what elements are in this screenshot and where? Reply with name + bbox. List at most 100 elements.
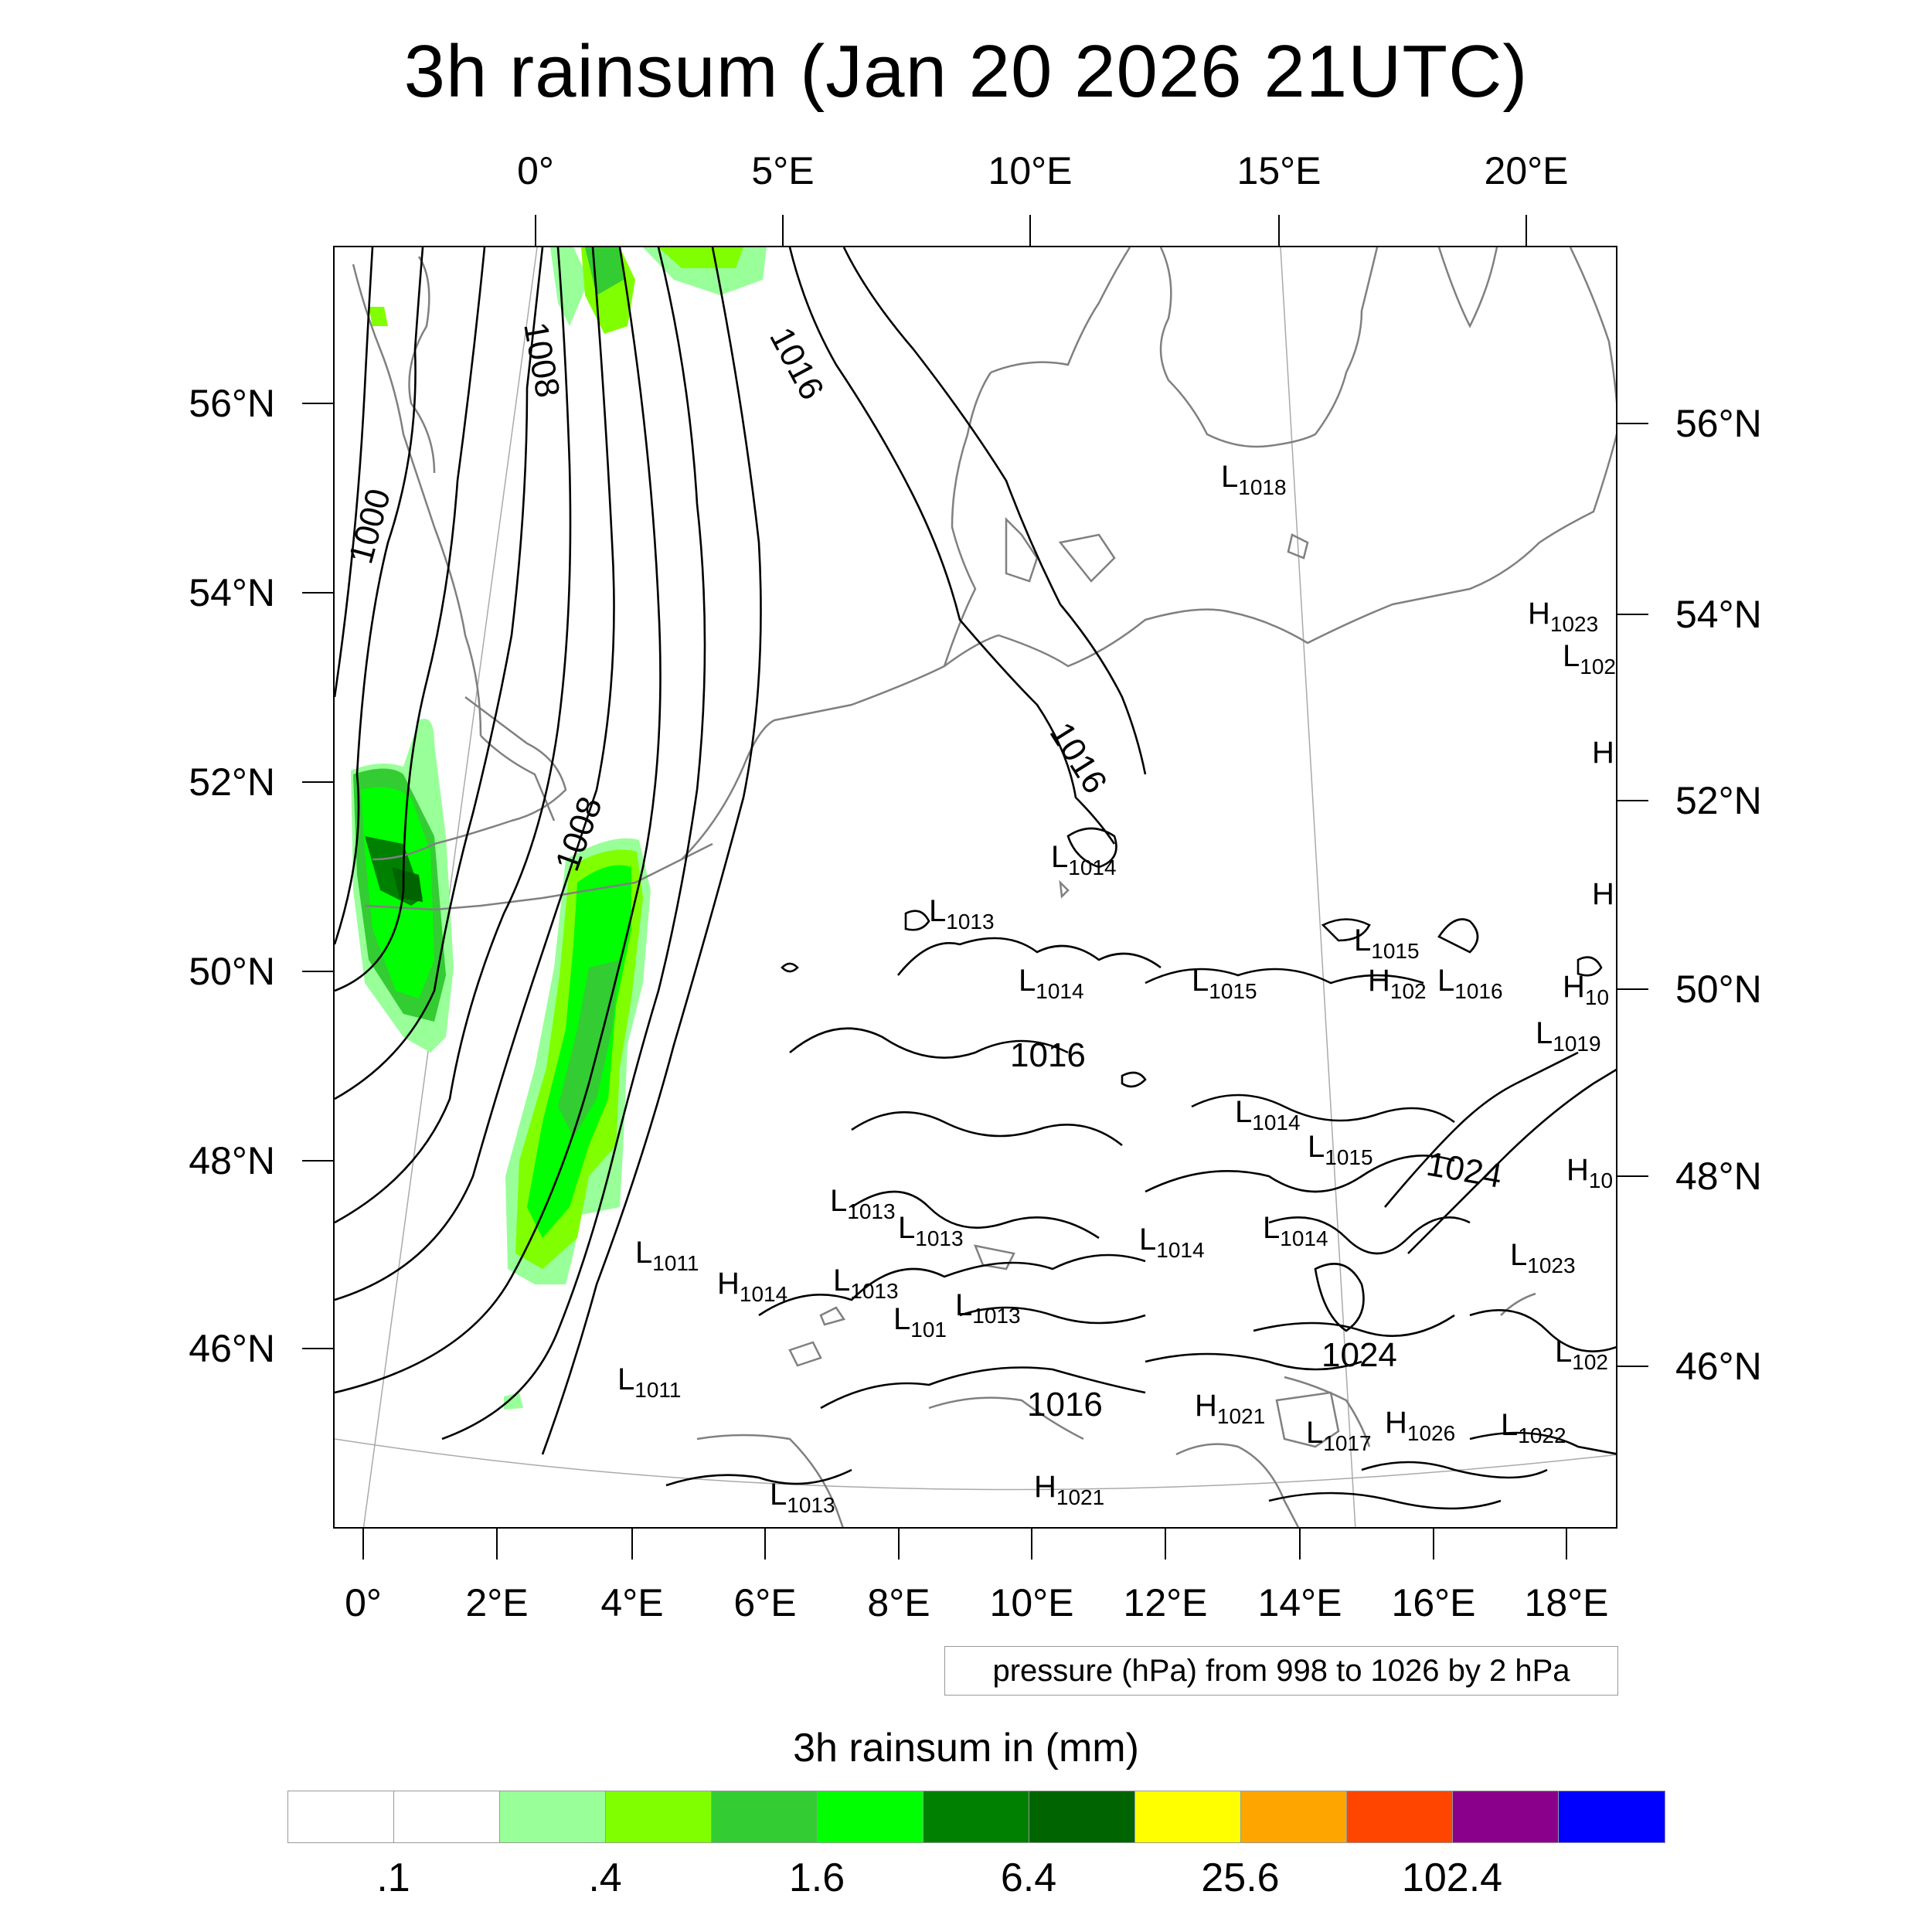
bottom-lon-label: 18°E [1524,1581,1609,1624]
isobar-label: 1016 [1010,1036,1086,1074]
pressure-center: L1014 [1235,1095,1301,1134]
pressure-center: L1014 [1019,964,1084,1003]
top-lon-label: 0° [517,149,554,192]
pressure-center: H [1592,877,1614,911]
bottom-lon-label: 4°E [600,1581,664,1624]
colorbar-label: 1.6 [788,1855,845,1900]
bottom-lon-label: 2°E [465,1581,529,1624]
rain-area-nw-speck [369,307,388,326]
rain-area-west-max [392,867,423,902]
bottom-lon-label: 0° [345,1581,382,1624]
pressure-center: H1014 [717,1267,787,1306]
chart-title: 3h rainsum (Jan 20 2026 21UTC) [403,30,1529,113]
colorbar-label: 25.6 [1201,1855,1280,1900]
bottom-lon-label: 8°E [867,1581,930,1624]
rain-area-north-c-core [658,247,743,268]
pressure-center: L1018 [1221,460,1287,499]
left-lat-label: 46°N [189,1327,275,1370]
colorbar-swatch [712,1791,818,1842]
pressure-center: L1023 [1510,1238,1576,1277]
pressure-center: L1013 [770,1478,835,1517]
top-lon-label: 5°E [751,149,815,192]
pressure-center: L102 [1563,639,1616,679]
pressure-center: H1026 [1385,1406,1455,1445]
pressure-center: L1014 [1263,1211,1328,1250]
colorbar-swatch [1559,1791,1665,1842]
precip-shading [351,247,767,1410]
colorbar [287,1791,1665,1843]
pressure-center: L1011 [635,1236,699,1275]
top-lon-label: 20°E [1484,149,1569,192]
isobars [335,247,1616,1510]
pressure-center: L1014 [1139,1223,1205,1262]
pressure-center: L1014 [1051,840,1117,879]
bottom-lon-label: 14°E [1257,1581,1342,1624]
colorbar-swatch [1453,1791,1559,1842]
isobar-label: 1016 [1043,716,1114,800]
pressure-center: H1021 [1195,1389,1265,1428]
map-panel: 1000 1008 1016 1008 1016 1016 1024 1024 … [333,246,1617,1529]
colorbar-swatch [1347,1791,1453,1842]
colorbar-swatch [394,1791,500,1842]
pressure-center: H102 [1368,964,1427,1003]
colorbar-swatch [1241,1791,1347,1842]
pressure-center: H10 [1566,1153,1613,1192]
colorbar-label: .1 [376,1855,410,1900]
pressure-center: L1013 [830,1184,896,1223]
colorbar-swatch [1029,1791,1135,1842]
left-lat-label: 50°N [189,950,275,993]
left-lat-label: 52°N [189,760,275,804]
colorbar-swatch [606,1791,712,1842]
pressure-center: L1019 [1536,1016,1601,1056]
pressure-center: L1017 [1306,1416,1372,1455]
pressure-center: H10 [1563,970,1609,1009]
isobar-label: 1024 [1423,1145,1505,1196]
top-lon-label: 15°E [1236,149,1321,192]
colorbar-label: 6.4 [1000,1855,1057,1900]
right-lat-label: 52°N [1675,779,1762,822]
left-lat-label: 48°N [189,1139,275,1182]
bottom-lon-label: 6°E [733,1581,797,1624]
pressure-center: L1022 [1501,1408,1566,1447]
pressure-center: H [1592,736,1614,770]
rain-area-sw-speck [504,1393,523,1410]
pressure-center: H1023 [1528,597,1598,636]
right-lat-label: 50°N [1675,968,1762,1011]
pressure-center: H1021 [1034,1470,1104,1509]
pressure-center: L1015 [1354,923,1420,963]
top-lon-label: 10°E [988,149,1073,192]
bottom-lon-label: 10°E [989,1581,1074,1624]
pressure-center: L1016 [1437,964,1503,1003]
bottom-lon-label: 12°E [1123,1581,1208,1624]
isobar-label: 1008 [516,319,566,400]
colorbar-swatch [500,1791,606,1842]
colorbar-swatch [923,1791,1029,1842]
colorbar-swatch [818,1791,923,1842]
right-lat-label: 54°N [1675,593,1762,636]
isobar-label: 1024 [1321,1336,1397,1374]
right-lat-label: 48°N [1675,1155,1762,1198]
left-lat-label: 56°N [189,382,275,425]
isobar-label: 1016 [1027,1386,1103,1423]
graticule [335,247,1616,1527]
rain-area-central-heavy [558,960,620,1138]
pressure-center: L1013 [929,894,995,934]
contour-info-box: pressure (hPa) from 998 to 1026 by 2 hPa [944,1646,1618,1696]
coastlines [352,247,1616,1527]
right-lat-label: 46°N [1675,1345,1762,1388]
pressure-center: L1011 [617,1362,681,1402]
colorbar-title: 3h rainsum in (mm) [793,1726,1139,1770]
map-canvas: 1000 1008 1016 1008 1016 1016 1024 1024 … [335,247,1616,1527]
colorbar-swatch [288,1791,394,1842]
pressure-center: L101 [893,1302,947,1342]
pressure-center: L1015 [1308,1130,1373,1169]
isobar-label: 1000 [342,485,398,567]
colorbar-swatch [1135,1791,1241,1842]
pressure-centers: L1018 H1023 L102 H H L1014 L1013 L1015 H… [617,460,1616,1517]
colorbar-label: 102.4 [1401,1855,1503,1900]
pressure-center: L1015 [1192,964,1257,1003]
colorbar-label: .4 [588,1855,622,1900]
pressure-center: L102 [1555,1335,1608,1374]
right-lat-label: 56°N [1675,402,1762,445]
left-lat-label: 54°N [189,571,275,614]
